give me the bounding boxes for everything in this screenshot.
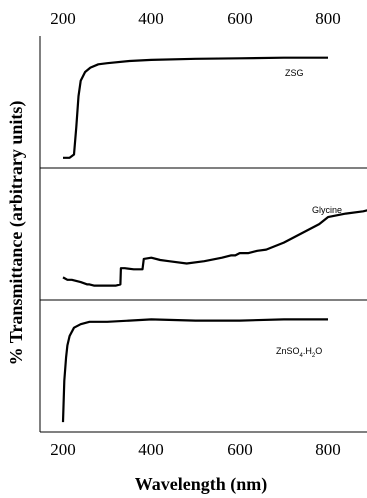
top-x-tick-200: 200 xyxy=(50,9,76,28)
bottom-x-tick-600: 600 xyxy=(227,440,253,459)
x-axis-title: Wavelength (nm) xyxy=(135,474,268,495)
znso4-label: ZnSO4.H2O xyxy=(276,346,322,359)
glycine-curve xyxy=(62,209,367,287)
top-x-tick-400: 400 xyxy=(138,9,164,28)
zsg-label: ZSG xyxy=(285,68,304,78)
top-x-tick-800: 800 xyxy=(315,9,341,28)
glycine-label: Glycine xyxy=(312,205,342,215)
zsg-curve xyxy=(63,56,328,159)
znso4-label-part2: .H xyxy=(303,346,312,356)
bottom-x-tick-800: 800 xyxy=(315,440,341,459)
curves xyxy=(61,56,367,423)
top-x-tick-600: 600 xyxy=(227,9,253,28)
znso4-label-part3: O xyxy=(315,346,322,356)
top-x-tick-labels: 200 400 600 800 xyxy=(50,9,341,28)
bottom-x-tick-labels: 200 400 600 800 xyxy=(50,440,341,459)
znso4-curve xyxy=(61,318,328,423)
plot-frame xyxy=(39,36,367,433)
y-axis-title: % Transmittance (arbitrary units) xyxy=(6,101,27,366)
bottom-x-tick-400: 400 xyxy=(138,440,164,459)
znso4-label-part1: ZnSO xyxy=(276,346,300,356)
bottom-x-tick-200: 200 xyxy=(50,440,76,459)
znso4-label-sub2: 2 xyxy=(312,353,316,359)
znso4-label-sub1: 4 xyxy=(300,353,304,359)
